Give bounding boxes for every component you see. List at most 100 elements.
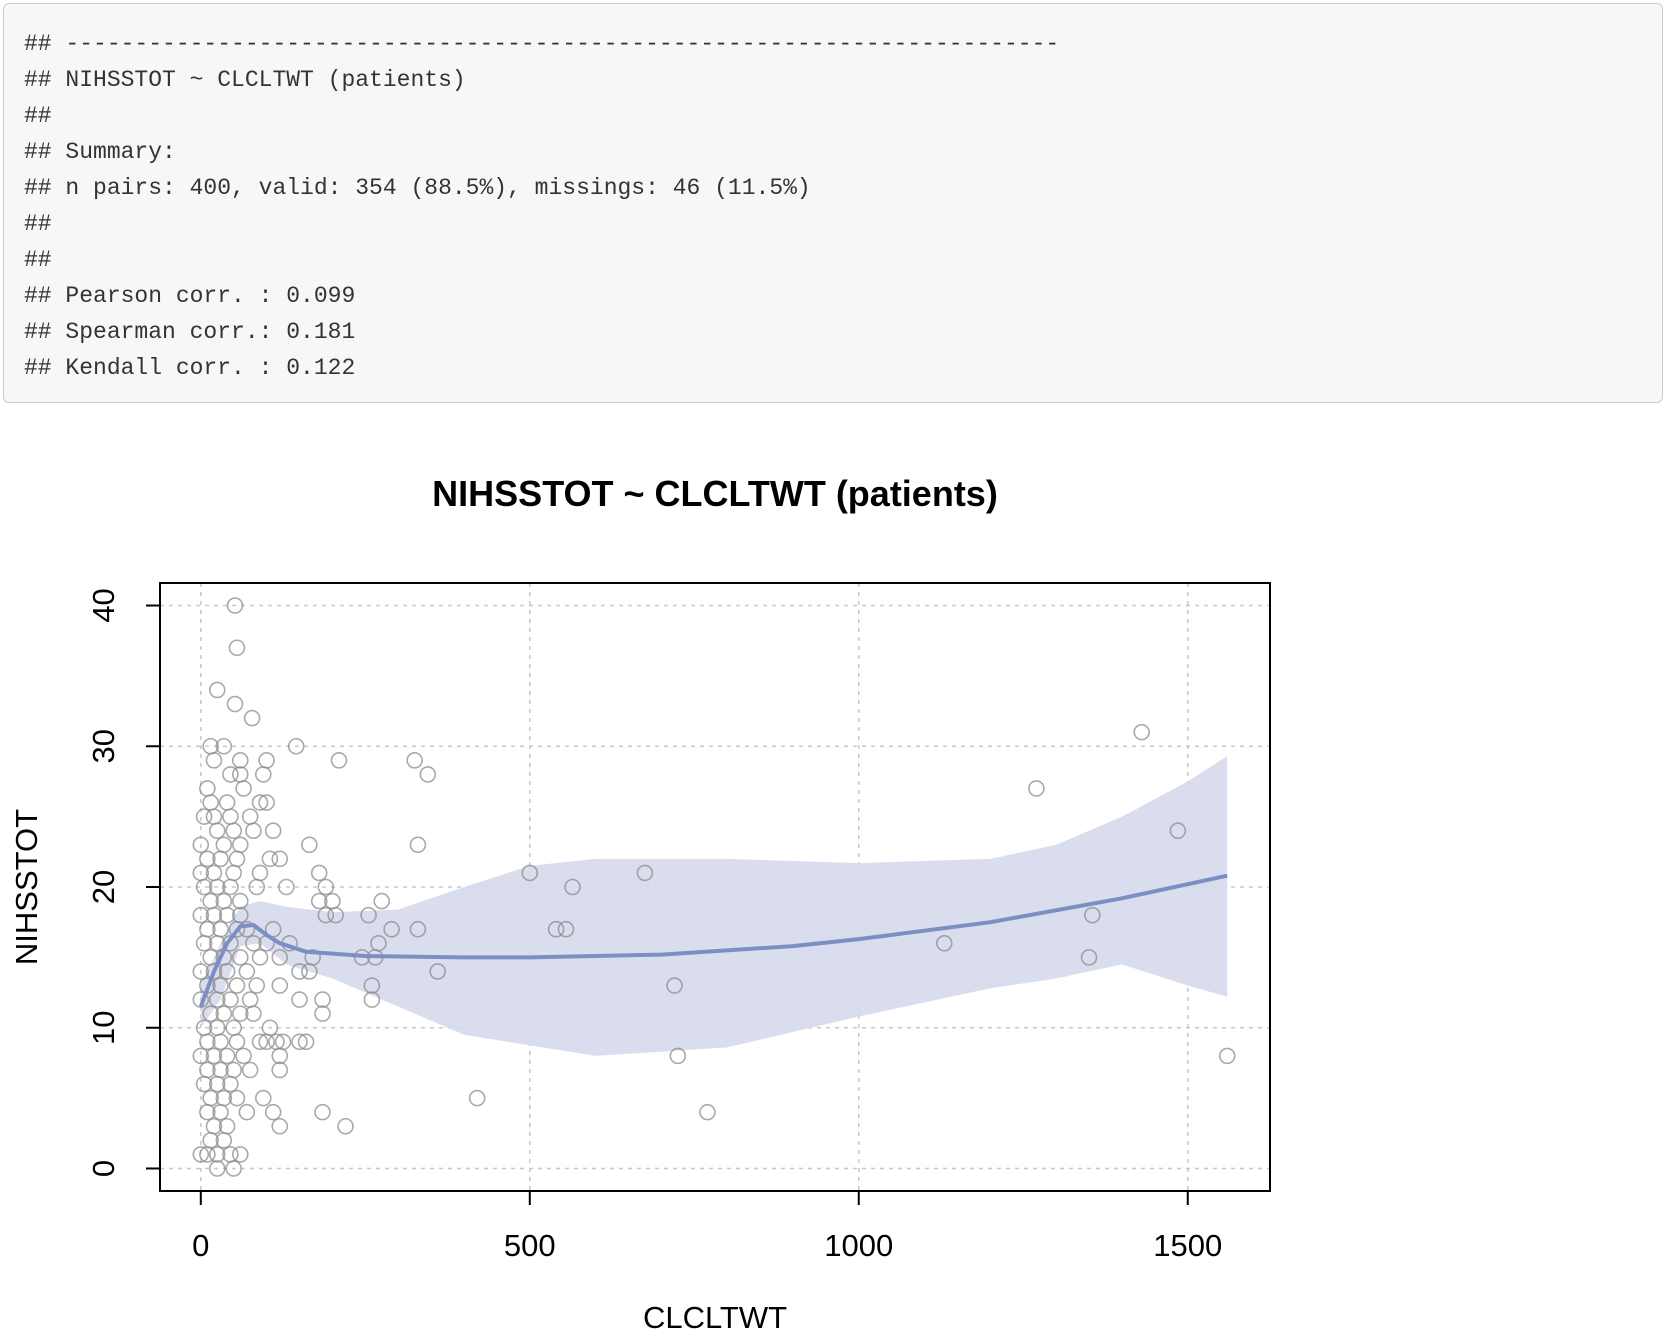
console-line: ## bbox=[24, 211, 52, 237]
data-point bbox=[666, 977, 683, 994]
data-point bbox=[264, 822, 282, 840]
data-point bbox=[208, 934, 226, 952]
data-point bbox=[215, 836, 233, 854]
data-point bbox=[208, 822, 226, 840]
data-point bbox=[936, 934, 953, 952]
data-point bbox=[228, 920, 246, 938]
data-point bbox=[199, 1103, 216, 1121]
data-point bbox=[248, 878, 266, 896]
console-line: ## Spearman corr.: 0.181 bbox=[24, 319, 356, 345]
data-point bbox=[192, 991, 210, 1008]
data-point bbox=[226, 695, 244, 713]
data-point bbox=[238, 1103, 256, 1121]
data-point bbox=[271, 850, 289, 868]
data-point bbox=[699, 1103, 716, 1121]
data-point bbox=[215, 1005, 233, 1022]
y-tick-label: 40 bbox=[86, 588, 121, 622]
console-line: ## bbox=[24, 103, 52, 129]
data-point bbox=[314, 1005, 331, 1022]
data-point bbox=[192, 836, 210, 854]
data-point bbox=[202, 1005, 219, 1022]
data-point bbox=[226, 597, 244, 614]
data-point bbox=[1084, 906, 1101, 924]
data-point bbox=[205, 963, 223, 980]
data-point bbox=[261, 850, 279, 868]
data-point bbox=[291, 991, 308, 1008]
data-point bbox=[314, 991, 331, 1008]
data-point bbox=[205, 1047, 223, 1065]
data-point bbox=[468, 1089, 486, 1107]
data-point bbox=[337, 1117, 354, 1135]
data-point bbox=[192, 906, 210, 924]
data-point bbox=[271, 949, 289, 966]
data-point bbox=[557, 920, 575, 938]
data-point bbox=[231, 1005, 249, 1022]
data-point bbox=[264, 1103, 282, 1121]
data-point bbox=[241, 808, 259, 825]
data-point bbox=[195, 878, 213, 896]
data-point bbox=[238, 963, 256, 980]
data-point bbox=[245, 822, 262, 840]
data-point bbox=[225, 822, 242, 840]
console-line: ## Summary: bbox=[24, 139, 176, 165]
data-point bbox=[231, 892, 249, 910]
y-tick-label: 30 bbox=[86, 729, 121, 763]
data-point bbox=[222, 766, 239, 783]
axes: 0 500 1000 1500 0 10 20 30 40 bbox=[86, 588, 1222, 1263]
data-point bbox=[241, 991, 259, 1008]
data-point bbox=[271, 1047, 289, 1065]
data-point bbox=[291, 1033, 308, 1051]
data-point bbox=[192, 963, 210, 980]
data-point bbox=[231, 836, 249, 854]
data-point bbox=[199, 1033, 216, 1051]
data-point bbox=[409, 920, 427, 938]
data-point bbox=[192, 1047, 210, 1065]
data-point bbox=[222, 1075, 239, 1093]
x-tick-label: 1000 bbox=[824, 1228, 893, 1263]
data-point bbox=[212, 1033, 229, 1051]
data-point bbox=[317, 878, 335, 896]
data-point bbox=[297, 1033, 315, 1051]
data-point bbox=[564, 878, 581, 896]
data-point bbox=[228, 639, 246, 657]
data-point bbox=[363, 991, 381, 1008]
data-point bbox=[258, 794, 275, 811]
data-point bbox=[245, 1005, 262, 1022]
data-point bbox=[231, 1146, 249, 1163]
data-point bbox=[251, 794, 269, 811]
data-point bbox=[327, 906, 344, 924]
data-point bbox=[258, 1033, 275, 1051]
data-point bbox=[429, 963, 446, 980]
data-point bbox=[208, 681, 226, 699]
data-point bbox=[212, 1103, 229, 1121]
points-layer bbox=[192, 597, 1236, 1177]
data-point bbox=[225, 864, 242, 882]
data-point bbox=[212, 850, 229, 868]
data-point bbox=[314, 1103, 331, 1121]
data-point bbox=[235, 780, 252, 797]
console-line: ## Pearson corr. : 0.099 bbox=[24, 283, 356, 309]
data-point bbox=[1028, 780, 1045, 797]
data-point bbox=[231, 949, 249, 966]
data-point bbox=[547, 920, 565, 938]
data-point bbox=[301, 963, 318, 980]
data-point bbox=[1080, 949, 1098, 966]
data-point bbox=[195, 934, 213, 952]
x-tick-label: 1500 bbox=[1153, 1228, 1222, 1263]
data-point bbox=[251, 1033, 269, 1051]
confidence-band-layer bbox=[200, 756, 1228, 1056]
data-point bbox=[1169, 822, 1187, 840]
y-axis-title: NIHSSTOT bbox=[9, 809, 44, 965]
data-point bbox=[317, 906, 335, 924]
data-point bbox=[310, 864, 328, 882]
x-tick-label: 0 bbox=[192, 1228, 209, 1263]
data-point bbox=[218, 906, 236, 924]
console-line: ## -------------------------------------… bbox=[24, 31, 1060, 57]
data-point bbox=[363, 977, 381, 994]
data-point bbox=[208, 878, 226, 896]
data-point bbox=[255, 1089, 272, 1107]
data-point bbox=[205, 752, 223, 769]
data-point bbox=[360, 906, 377, 924]
data-point bbox=[521, 864, 539, 882]
data-point bbox=[192, 1146, 210, 1163]
